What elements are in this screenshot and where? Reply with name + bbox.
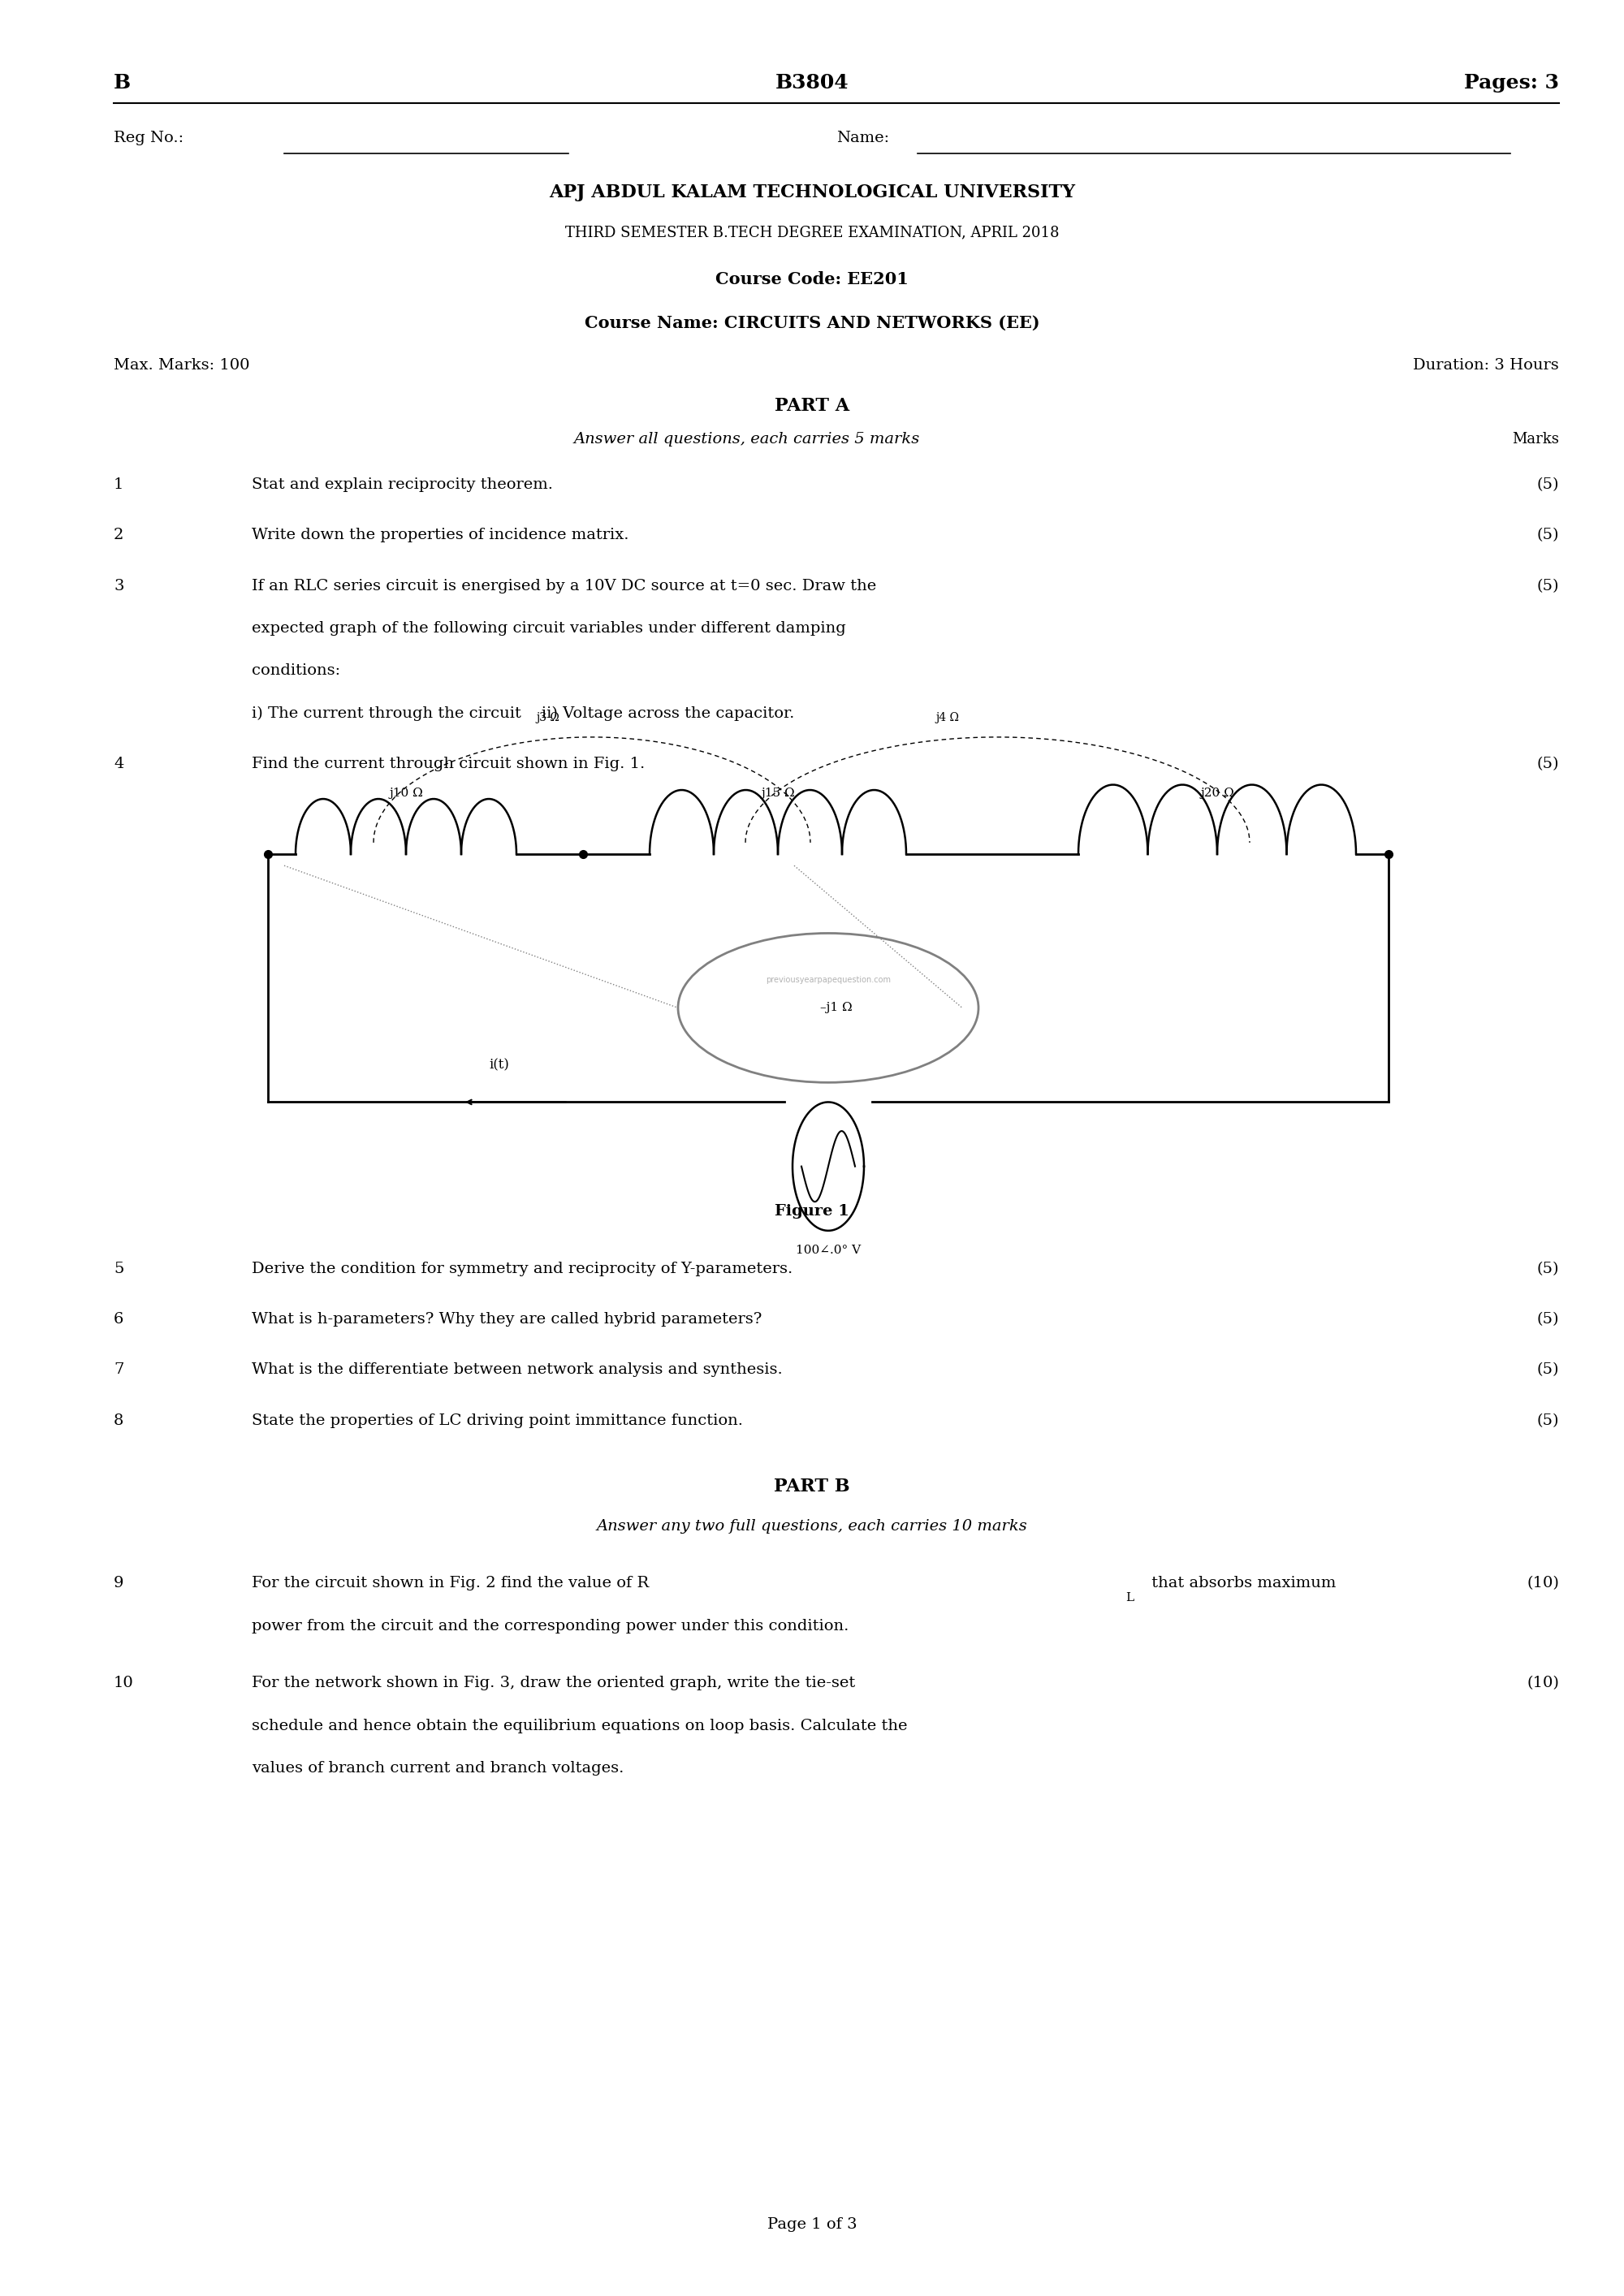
Text: j15 Ω: j15 Ω: [762, 788, 794, 799]
Text: (10): (10): [1527, 1676, 1559, 1690]
Text: What is the differentiate between network analysis and synthesis.: What is the differentiate between networ…: [252, 1362, 783, 1378]
Text: Course Code: EE201: Course Code: EE201: [716, 271, 908, 287]
Text: Answer all questions, each carries 5 marks: Answer all questions, each carries 5 mar…: [573, 432, 921, 445]
Text: Pages: 3: Pages: 3: [1465, 73, 1559, 92]
Text: 9: 9: [114, 1577, 123, 1591]
Text: (5): (5): [1536, 1261, 1559, 1277]
Text: Name:: Name:: [836, 131, 890, 145]
Text: B: B: [114, 73, 132, 92]
Text: (10): (10): [1527, 1577, 1559, 1591]
Text: j4 Ω: j4 Ω: [935, 712, 958, 723]
Text: B3804: B3804: [775, 73, 849, 92]
Text: values of branch current and branch voltages.: values of branch current and branch volt…: [252, 1761, 624, 1775]
Text: j3 Ω: j3 Ω: [536, 712, 560, 723]
Text: L: L: [1125, 1593, 1134, 1603]
Text: Reg No.:: Reg No.:: [114, 131, 184, 145]
Text: 8: 8: [114, 1412, 123, 1428]
Text: What is h-parameters? Why they are called hybrid parameters?: What is h-parameters? Why they are calle…: [252, 1311, 762, 1327]
Text: For the network shown in Fig. 3, draw the oriented graph, write the tie-set: For the network shown in Fig. 3, draw th…: [252, 1676, 856, 1690]
Text: (5): (5): [1536, 478, 1559, 491]
Text: THIRD SEMESTER B.TECH DEGREE EXAMINATION, APRIL 2018: THIRD SEMESTER B.TECH DEGREE EXAMINATION…: [565, 225, 1059, 239]
Text: Derive the condition for symmetry and reciprocity of Y-parameters.: Derive the condition for symmetry and re…: [252, 1261, 793, 1277]
Text: Max. Marks: 100: Max. Marks: 100: [114, 358, 250, 372]
Text: 3: 3: [114, 579, 123, 592]
Text: (5): (5): [1536, 579, 1559, 592]
Text: 100∠.0° V: 100∠.0° V: [796, 1244, 861, 1256]
Text: conditions:: conditions:: [252, 664, 341, 677]
Text: schedule and hence obtain the equilibrium equations on loop basis. Calculate the: schedule and hence obtain the equilibriu…: [252, 1720, 908, 1733]
Text: PART B: PART B: [775, 1479, 849, 1495]
Text: i) The current through the circuit    ii) Voltage across the capacitor.: i) The current through the circuit ii) V…: [252, 705, 794, 721]
Text: 4: 4: [114, 755, 123, 771]
Text: (5): (5): [1536, 755, 1559, 771]
Text: Course Name: CIRCUITS AND NETWORKS (EE): Course Name: CIRCUITS AND NETWORKS (EE): [585, 315, 1039, 331]
Text: Page 1 of 3: Page 1 of 3: [767, 2218, 857, 2232]
Text: previousyearpapequestion.com: previousyearpapequestion.com: [767, 976, 890, 985]
Text: Find the current through circuit shown in Fig. 1.: Find the current through circuit shown i…: [252, 755, 645, 771]
Text: Answer any two full questions, each carries 10 marks: Answer any two full questions, each carr…: [596, 1520, 1028, 1534]
Text: (5): (5): [1536, 1311, 1559, 1327]
Text: Stat and explain reciprocity theorem.: Stat and explain reciprocity theorem.: [252, 478, 552, 491]
Text: 6: 6: [114, 1311, 123, 1327]
Text: PART A: PART A: [775, 397, 849, 416]
Text: 5: 5: [114, 1261, 123, 1277]
Text: Write down the properties of incidence matrix.: Write down the properties of incidence m…: [252, 528, 628, 542]
Text: (5): (5): [1536, 1412, 1559, 1428]
Text: expected graph of the following circuit variables under different damping: expected graph of the following circuit …: [252, 620, 846, 636]
Text: Marks: Marks: [1512, 432, 1559, 445]
Text: Figure 1: Figure 1: [775, 1203, 849, 1219]
Text: j10 Ω: j10 Ω: [390, 788, 422, 799]
Text: 1: 1: [114, 478, 123, 491]
Text: 2: 2: [114, 528, 123, 542]
Text: APJ ABDUL KALAM TECHNOLOGICAL UNIVERSITY: APJ ABDUL KALAM TECHNOLOGICAL UNIVERSITY: [549, 184, 1075, 202]
Text: that absorbs maximum: that absorbs maximum: [1147, 1577, 1337, 1591]
Text: –j1 Ω: –j1 Ω: [820, 1001, 853, 1013]
Text: j20 Ω: j20 Ω: [1200, 788, 1234, 799]
Text: For the circuit shown in Fig. 2 find the value of R: For the circuit shown in Fig. 2 find the…: [252, 1577, 650, 1591]
Text: (5): (5): [1536, 528, 1559, 542]
Text: State the properties of LC driving point immittance function.: State the properties of LC driving point…: [252, 1412, 744, 1428]
Text: 10: 10: [114, 1676, 133, 1690]
Text: power from the circuit and the corresponding power under this condition.: power from the circuit and the correspon…: [252, 1619, 849, 1632]
Text: i(t): i(t): [489, 1058, 510, 1072]
Text: Duration: 3 Hours: Duration: 3 Hours: [1413, 358, 1559, 372]
Text: (5): (5): [1536, 1362, 1559, 1378]
Text: If an RLC series circuit is energised by a 10V DC source at t=0 sec. Draw the: If an RLC series circuit is energised by…: [252, 579, 877, 592]
Text: 7: 7: [114, 1362, 123, 1378]
